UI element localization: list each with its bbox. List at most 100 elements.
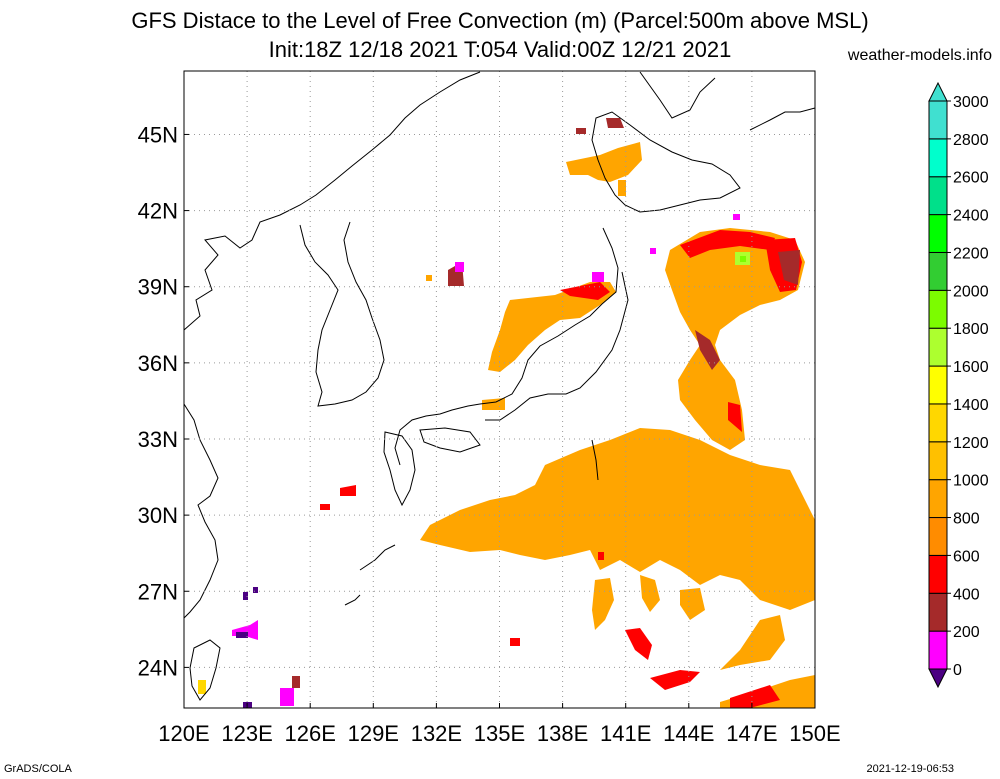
colorbar-label: 2200 [953,245,989,262]
colorbar-label: 1000 [953,473,989,490]
lat-tick-label: 24N [138,655,178,680]
colorbar-segment [928,630,948,670]
colorbar-segment [928,100,948,140]
lon-labels: 120E 123E 126E 129E 132E 135E 138E 141E 144E 147E… [158,703,841,746]
lon-tick-label: 147E [726,721,777,746]
lat-tick-label: 45N [138,122,178,147]
field-patch [320,504,330,510]
title-line-1: GFS Distace to the Level of Free Convect… [131,8,869,33]
lat-labels: 24N 27N 30N 33N 36N 39N 42N 45N [138,122,189,680]
field-patch [730,685,780,708]
lon-tick-label: 138E [537,721,588,746]
colorbar-segment [928,251,948,291]
lat-tick-label: 42N [138,199,178,224]
title-line-2: Init:18Z 12/18 2021 T:054 Valid:00Z 12/2… [268,37,732,62]
field-patch [778,250,800,285]
colorbar-segment [928,479,948,519]
field-patch [198,680,206,694]
field-patch [598,552,604,560]
colorbar-label: 2400 [953,208,989,225]
field-patch [650,670,700,690]
lfc-field [198,118,815,708]
field-patch [560,282,610,300]
colorbar-label: 1200 [953,435,989,452]
field-patch [640,575,660,612]
colorbar-segment [928,441,948,481]
field-patch [280,688,294,706]
field-patch [455,262,464,272]
coastline-taiwan [189,639,221,701]
field-patch [728,402,742,432]
coastline-kyushu [383,431,416,507]
colorbar-label: 1400 [953,397,989,414]
colorbar-label: 3000 [953,94,989,111]
colorbar-segment [928,176,948,216]
coastline-kuril [749,107,816,131]
coastline-asia-mainland [183,71,481,331]
lon-tick-label: 141E [600,721,651,746]
field-patch [426,275,432,281]
field-patch [566,142,642,182]
field-patch [740,256,746,262]
field-patch [592,578,614,630]
colorbar-segment [928,403,948,443]
colorbar-label: 2600 [953,170,989,187]
colorbar-label: 200 [953,624,980,641]
field-patch [253,587,258,593]
coastline-ryukyu-2 [344,594,361,606]
field-patch [292,676,300,688]
lat-tick-label: 33N [138,427,178,452]
coastline-izu [591,439,599,481]
lon-tick-label: 150E [789,721,840,746]
field-patch [420,428,815,610]
lon-tick-label: 135E [474,721,525,746]
field-patch [592,272,604,282]
lon-tick-label: 123E [221,721,272,746]
colorbar-label: 1800 [953,321,989,338]
colorbar-label: 2800 [953,132,989,149]
field-patch [625,628,652,660]
lon-tick-label: 129E [348,721,399,746]
lat-tick-label: 27N [138,579,178,604]
colorbar-label: 400 [953,586,980,603]
colorbar-segment [928,517,948,556]
coastline-china-east [183,403,219,619]
coastline-sakhalin [639,71,716,119]
lat-tick-label: 39N [138,275,178,300]
colorbar-max-triangle [928,81,948,102]
lon-tick-label: 126E [285,721,336,746]
colorbar-min-triangle [928,668,948,689]
lon-tick-label: 144E [663,721,714,746]
colorbar-label: 600 [953,548,980,565]
colorbar-segment [928,327,948,367]
colorbar-segment [928,554,948,594]
coastline-ryukyu-1 [359,544,396,571]
field-patch [606,118,624,128]
field-patch [695,330,720,370]
field-patch [482,398,505,410]
coastlines [183,71,816,701]
coastline-honshu [394,227,619,466]
lat-tick-label: 36N [138,351,178,376]
field-patch [488,282,616,372]
field-patch [340,485,356,496]
field-patch [510,638,520,646]
colorbar-segment [928,365,948,405]
lat-tick-label: 30N [138,503,178,528]
colorbar-label: 2000 [953,283,989,300]
lon-tick-label: 132E [411,721,462,746]
field-patch [650,248,656,254]
graticule [184,71,815,708]
field-patch [665,228,805,450]
site-credit: weather-models.info [847,47,992,64]
colorbar-label: 1600 [953,359,989,376]
colorbar-label: 0 [953,662,962,679]
field-patch [720,615,785,670]
footer-timestamp: 2021-12-19-06:53 [866,763,954,775]
lon-tick-label: 120E [158,721,209,746]
field-patch [243,592,248,600]
coastline-hokkaido [591,111,741,213]
field-patch [680,230,775,258]
